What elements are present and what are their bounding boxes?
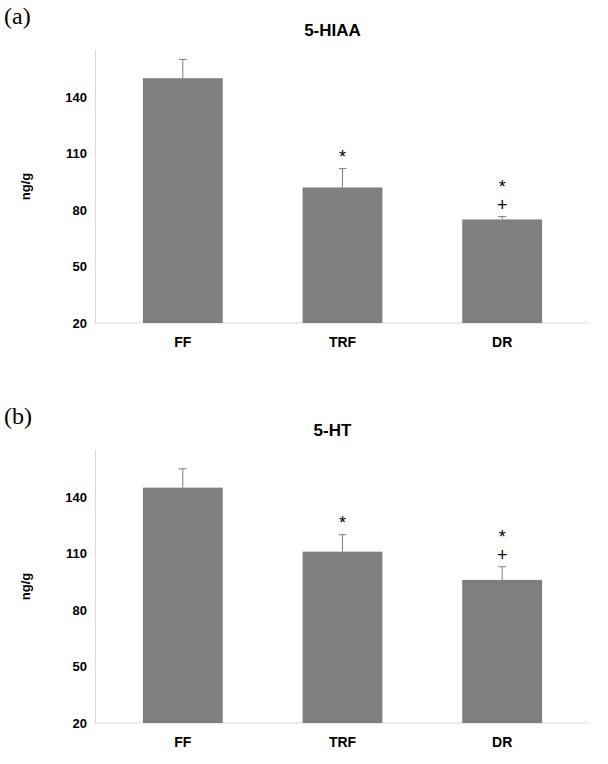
x-tick: FF <box>174 323 192 350</box>
y-tick: 110 <box>66 146 95 161</box>
x-axis: FF TRF DR <box>95 723 590 750</box>
error-bar-stem <box>182 59 183 78</box>
plot-area <box>143 469 542 723</box>
y-tick-label: 80 <box>73 203 87 218</box>
y-tick: 50 <box>73 259 95 274</box>
y-tick: 80 <box>73 603 95 618</box>
significance-marker: * <box>339 147 346 167</box>
y-axis: 20 50 80 110 140 <box>65 51 95 331</box>
bar <box>303 552 383 723</box>
y-tick-label: 20 <box>73 316 87 331</box>
x-tick: TRF <box>329 323 357 350</box>
y-tick: 80 <box>73 203 95 218</box>
y-tick-label: 50 <box>73 659 87 674</box>
x-tick-label: FF <box>174 334 192 350</box>
significance-marker: + <box>497 545 508 565</box>
y-axis: 20 50 80 110 140 <box>65 451 95 731</box>
y-tick-label: 80 <box>73 603 87 618</box>
y-tick: 50 <box>73 659 95 674</box>
x-tick-label: FF <box>174 734 192 750</box>
y-tick: 20 <box>73 316 95 331</box>
y-tick-label: 110 <box>66 146 87 161</box>
y-tick-label: 110 <box>66 546 87 561</box>
title: 5-HIAA <box>304 21 361 40</box>
x-tick: DR <box>492 723 512 750</box>
y-tick-label: 20 <box>73 716 87 731</box>
error-bar-cap <box>179 59 187 60</box>
error-bar-stem <box>182 469 183 488</box>
error-bar <box>179 469 187 488</box>
panel-label: (a) <box>4 3 31 29</box>
y-axis-title: ng/g <box>18 573 33 600</box>
significance-marker: * <box>499 527 506 547</box>
y-axis-title: ng/g <box>18 173 33 200</box>
error-bar-cap <box>179 468 187 469</box>
x-tick-label: TRF <box>329 734 357 750</box>
error-bar <box>498 567 506 580</box>
y-tick: 110 <box>66 546 95 561</box>
title: 5-HT <box>314 421 352 440</box>
y-tick: 140 <box>65 90 95 105</box>
y-tick: 20 <box>73 716 95 731</box>
x-tick: DR <box>492 323 512 350</box>
error-bar-cap <box>498 566 506 567</box>
x-tick-label: DR <box>492 734 512 750</box>
error-bar-stem <box>342 535 343 552</box>
y-axis-line <box>95 451 96 724</box>
x-axis: FF TRF DR <box>95 323 590 350</box>
panel: (b)5-HT205080110140FFTRFDRng/g**+ <box>4 403 590 750</box>
y-tick-label: 140 <box>65 90 87 105</box>
y-tick: 140 <box>65 490 95 505</box>
x-tick-label: TRF <box>329 334 357 350</box>
plot-area <box>143 59 542 323</box>
x-tick: TRF <box>329 723 357 750</box>
bar <box>303 187 383 323</box>
panel-label: (b) <box>4 403 32 429</box>
error-bar-stem <box>342 169 343 188</box>
y-tick-label: 50 <box>73 259 87 274</box>
y-axis-line <box>95 51 96 324</box>
error-bar-cap <box>339 534 347 535</box>
bar <box>143 78 223 323</box>
error-bar <box>339 535 347 552</box>
bar <box>462 580 542 723</box>
error-bar-cap <box>339 168 347 169</box>
y-tick-label: 140 <box>65 490 87 505</box>
error-bar-cap <box>498 216 506 217</box>
bar <box>143 488 223 723</box>
panel: (a)5-HIAA205080110140FFTRFDRng/g**+ <box>4 3 590 350</box>
figure: (a)5-HIAA205080110140FFTRFDRng/g**+(b)5-… <box>0 0 608 764</box>
significance-marker: * <box>499 177 506 197</box>
error-bar <box>179 59 187 78</box>
x-tick: FF <box>174 723 192 750</box>
error-bar-stem <box>502 567 503 580</box>
error-bar <box>498 217 506 220</box>
significance-marker: + <box>497 195 508 215</box>
bar <box>462 219 542 323</box>
significance-marker: * <box>339 513 346 533</box>
x-tick-label: DR <box>492 334 512 350</box>
error-bar <box>339 169 347 188</box>
